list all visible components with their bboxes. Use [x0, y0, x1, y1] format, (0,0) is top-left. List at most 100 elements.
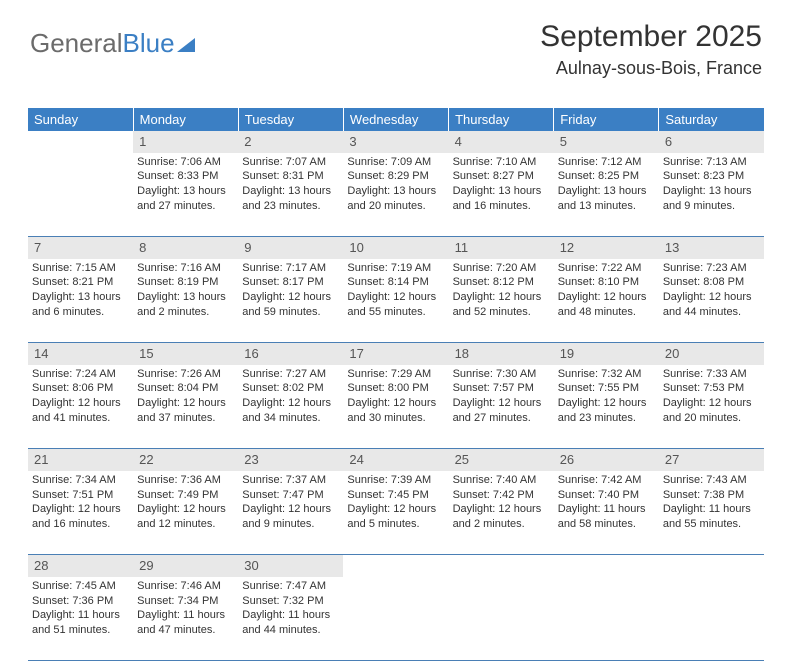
sunrise-text: Sunrise: 7:06 AM — [137, 155, 234, 170]
calendar-table: Sunday Monday Tuesday Wednesday Thursday… — [28, 108, 764, 661]
day-number: 22 — [133, 449, 238, 471]
sunset-text: Sunset: 7:49 PM — [137, 488, 234, 503]
logo-text-gray: General — [30, 28, 123, 58]
sunrise-text: Sunrise: 7:24 AM — [32, 367, 129, 382]
sunset-text: Sunset: 7:32 PM — [242, 594, 339, 609]
sunrise-text: Sunrise: 7:09 AM — [347, 155, 444, 170]
sunrise-text: Sunrise: 7:10 AM — [453, 155, 550, 170]
day-cell: Sunrise: 7:30 AMSunset: 7:57 PMDaylight:… — [449, 365, 554, 449]
sunset-text: Sunset: 7:57 PM — [453, 381, 550, 396]
daylight-text: Daylight: 12 hours and 52 minutes. — [453, 290, 550, 320]
daylight-text: Daylight: 12 hours and 20 minutes. — [663, 396, 760, 426]
day-number: 29 — [133, 555, 238, 577]
day-number: 17 — [343, 343, 448, 365]
day-cell: Sunrise: 7:07 AMSunset: 8:31 PMDaylight:… — [238, 153, 343, 237]
sunset-text: Sunset: 7:45 PM — [347, 488, 444, 503]
sunset-text: Sunset: 8:29 PM — [347, 169, 444, 184]
daylight-text: Daylight: 13 hours and 27 minutes. — [137, 184, 234, 214]
daynum-row: 78910111213 — [28, 237, 764, 259]
day-cell: Sunrise: 7:22 AMSunset: 8:10 PMDaylight:… — [554, 259, 659, 343]
sunrise-text: Sunrise: 7:46 AM — [137, 579, 234, 594]
day-cell: Sunrise: 7:26 AMSunset: 8:04 PMDaylight:… — [133, 365, 238, 449]
sunrise-text: Sunrise: 7:12 AM — [558, 155, 655, 170]
day-number: 14 — [28, 343, 133, 365]
day-number: 5 — [554, 131, 659, 153]
sunset-text: Sunset: 7:34 PM — [137, 594, 234, 609]
day-cell: Sunrise: 7:34 AMSunset: 7:51 PMDaylight:… — [28, 471, 133, 555]
daylight-text: Daylight: 12 hours and 44 minutes. — [663, 290, 760, 320]
daylight-text: Daylight: 12 hours and 37 minutes. — [137, 396, 234, 426]
weekday-header-row: Sunday Monday Tuesday Wednesday Thursday… — [28, 108, 764, 131]
day-number: 4 — [449, 131, 554, 153]
day-number: 21 — [28, 449, 133, 471]
daylight-text: Daylight: 12 hours and 12 minutes. — [137, 502, 234, 532]
day-number: 8 — [133, 237, 238, 259]
sunset-text: Sunset: 8:21 PM — [32, 275, 129, 290]
weekday-header: Sunday — [28, 108, 133, 131]
day-cell: Sunrise: 7:13 AMSunset: 8:23 PMDaylight:… — [659, 153, 764, 237]
daylight-text: Daylight: 13 hours and 13 minutes. — [558, 184, 655, 214]
sunset-text: Sunset: 8:19 PM — [137, 275, 234, 290]
daynum-row: 14151617181920 — [28, 343, 764, 365]
sunrise-text: Sunrise: 7:29 AM — [347, 367, 444, 382]
day-cell: Sunrise: 7:45 AMSunset: 7:36 PMDaylight:… — [28, 577, 133, 661]
sunrise-text: Sunrise: 7:42 AM — [558, 473, 655, 488]
sunrise-text: Sunrise: 7:43 AM — [663, 473, 760, 488]
sunrise-text: Sunrise: 7:22 AM — [558, 261, 655, 276]
day-cell: Sunrise: 7:24 AMSunset: 8:06 PMDaylight:… — [28, 365, 133, 449]
day-number: 23 — [238, 449, 343, 471]
sunset-text: Sunset: 8:08 PM — [663, 275, 760, 290]
day-cell: Sunrise: 7:17 AMSunset: 8:17 PMDaylight:… — [238, 259, 343, 343]
sunrise-text: Sunrise: 7:20 AM — [453, 261, 550, 276]
sunset-text: Sunset: 8:33 PM — [137, 169, 234, 184]
day-cell: Sunrise: 7:06 AMSunset: 8:33 PMDaylight:… — [133, 153, 238, 237]
week-row: Sunrise: 7:34 AMSunset: 7:51 PMDaylight:… — [28, 471, 764, 555]
day-number: 15 — [133, 343, 238, 365]
sunrise-text: Sunrise: 7:37 AM — [242, 473, 339, 488]
day-number: 27 — [659, 449, 764, 471]
logo-triangle-icon — [177, 38, 195, 52]
day-cell: Sunrise: 7:39 AMSunset: 7:45 PMDaylight:… — [343, 471, 448, 555]
daylight-text: Daylight: 12 hours and 55 minutes. — [347, 290, 444, 320]
day-number: 13 — [659, 237, 764, 259]
day-cell: Sunrise: 7:09 AMSunset: 8:29 PMDaylight:… — [343, 153, 448, 237]
logo-text-blue: Blue — [123, 28, 175, 58]
location-label: Aulnay-sous-Bois, France — [540, 58, 762, 79]
sunrise-text: Sunrise: 7:33 AM — [663, 367, 760, 382]
sunrise-text: Sunrise: 7:40 AM — [453, 473, 550, 488]
daylight-text: Daylight: 13 hours and 20 minutes. — [347, 184, 444, 214]
daylight-text: Daylight: 11 hours and 51 minutes. — [32, 608, 129, 638]
daylight-text: Daylight: 12 hours and 5 minutes. — [347, 502, 444, 532]
day-number — [449, 555, 554, 577]
daynum-row: 123456 — [28, 131, 764, 153]
day-number — [554, 555, 659, 577]
day-number: 12 — [554, 237, 659, 259]
sunset-text: Sunset: 8:31 PM — [242, 169, 339, 184]
daylight-text: Daylight: 12 hours and 59 minutes. — [242, 290, 339, 320]
weekday-header: Monday — [133, 108, 238, 131]
day-number: 25 — [449, 449, 554, 471]
sunrise-text: Sunrise: 7:32 AM — [558, 367, 655, 382]
sunrise-text: Sunrise: 7:36 AM — [137, 473, 234, 488]
sunset-text: Sunset: 8:14 PM — [347, 275, 444, 290]
day-number: 10 — [343, 237, 448, 259]
day-cell: Sunrise: 7:43 AMSunset: 7:38 PMDaylight:… — [659, 471, 764, 555]
title-block: September 2025 Aulnay-sous-Bois, France — [540, 20, 762, 79]
day-number: 2 — [238, 131, 343, 153]
day-number: 30 — [238, 555, 343, 577]
day-cell: Sunrise: 7:33 AMSunset: 7:53 PMDaylight:… — [659, 365, 764, 449]
day-cell: Sunrise: 7:37 AMSunset: 7:47 PMDaylight:… — [238, 471, 343, 555]
sunset-text: Sunset: 8:25 PM — [558, 169, 655, 184]
daynum-row: 21222324252627 — [28, 449, 764, 471]
day-cell: Sunrise: 7:15 AMSunset: 8:21 PMDaylight:… — [28, 259, 133, 343]
daylight-text: Daylight: 11 hours and 47 minutes. — [137, 608, 234, 638]
sunrise-text: Sunrise: 7:07 AM — [242, 155, 339, 170]
day-cell: Sunrise: 7:10 AMSunset: 8:27 PMDaylight:… — [449, 153, 554, 237]
day-number — [28, 131, 133, 153]
logo: GeneralBlue — [30, 28, 195, 59]
day-number: 19 — [554, 343, 659, 365]
sunset-text: Sunset: 7:36 PM — [32, 594, 129, 609]
day-cell — [554, 577, 659, 661]
sunset-text: Sunset: 8:04 PM — [137, 381, 234, 396]
daynum-row: 282930 — [28, 555, 764, 577]
